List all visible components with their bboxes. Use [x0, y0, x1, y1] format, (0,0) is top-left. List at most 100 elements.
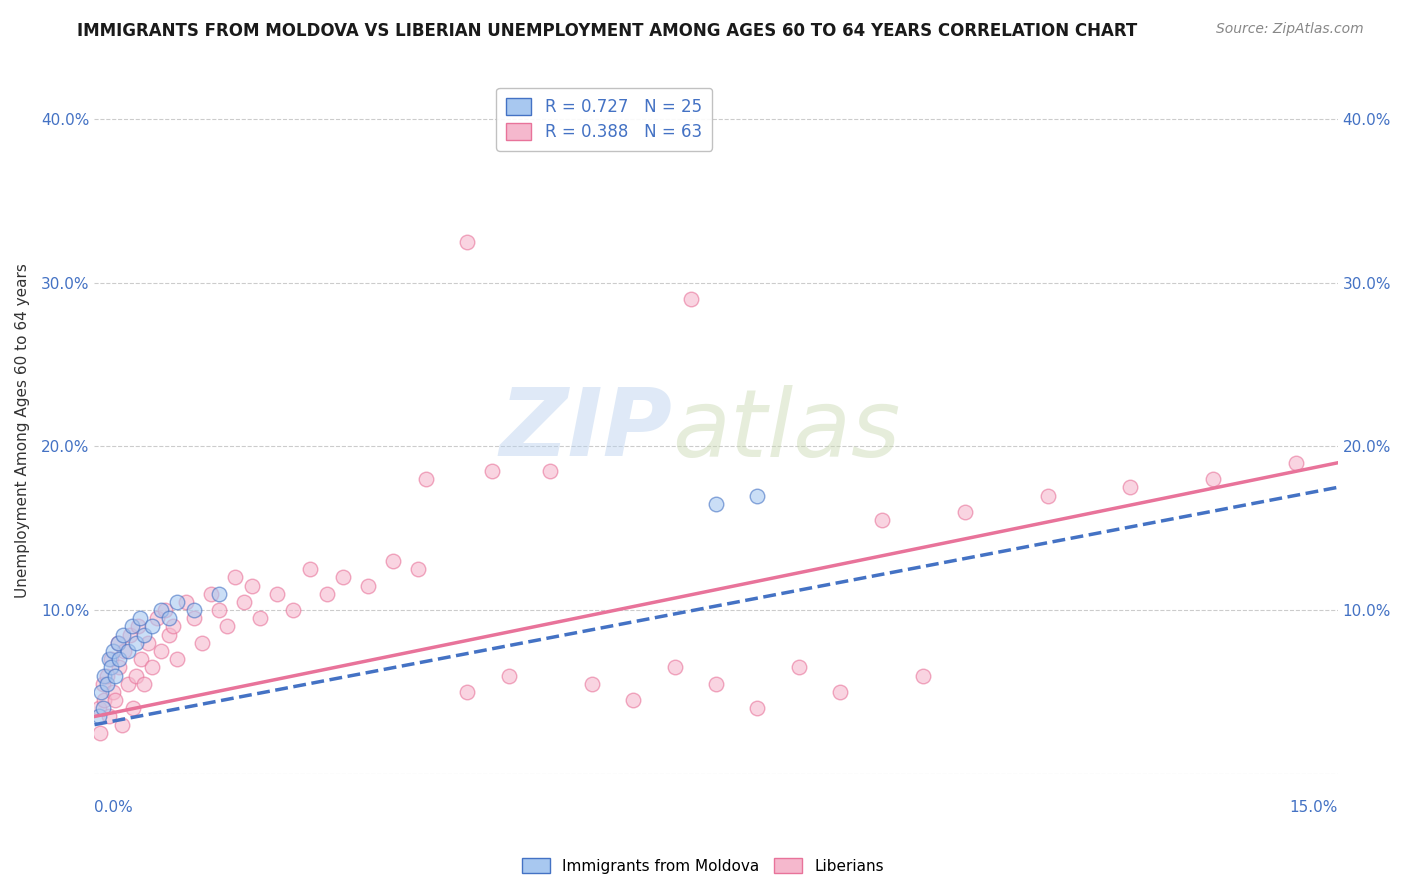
- Point: [381, 554, 404, 568]
- Point: [208, 603, 231, 617]
- Point: [153, 603, 176, 617]
- Point: [108, 660, 131, 674]
- Point: [456, 235, 478, 249]
- Point: [162, 619, 184, 633]
- Point: [174, 595, 197, 609]
- Point: [129, 611, 152, 625]
- Point: [200, 587, 222, 601]
- Point: [166, 595, 188, 609]
- Point: [107, 636, 129, 650]
- Text: atlas: atlas: [672, 384, 901, 475]
- Point: [149, 644, 172, 658]
- Point: [1202, 472, 1225, 486]
- Point: [183, 611, 205, 625]
- Point: [101, 685, 124, 699]
- Point: [96, 668, 118, 682]
- Point: [1119, 480, 1142, 494]
- Point: [112, 644, 135, 658]
- Point: [747, 489, 769, 503]
- Point: [117, 644, 139, 658]
- Point: [149, 603, 172, 617]
- Point: [581, 677, 603, 691]
- Point: [232, 595, 254, 609]
- Point: [283, 603, 305, 617]
- Point: [141, 660, 163, 674]
- Point: [134, 628, 156, 642]
- Point: [91, 677, 114, 691]
- Legend: Immigrants from Moldova, Liberians: Immigrants from Moldova, Liberians: [516, 852, 890, 880]
- Point: [456, 685, 478, 699]
- Point: [191, 636, 214, 650]
- Point: [134, 677, 156, 691]
- Point: [141, 619, 163, 633]
- Text: 15.0%: 15.0%: [1289, 799, 1337, 814]
- Point: [93, 693, 115, 707]
- Point: [912, 668, 935, 682]
- Text: 0.0%: 0.0%: [94, 799, 134, 814]
- Point: [145, 611, 167, 625]
- Point: [298, 562, 321, 576]
- Point: [157, 611, 180, 625]
- Point: [138, 636, 160, 650]
- Point: [157, 628, 180, 642]
- Point: [127, 619, 149, 633]
- Point: [183, 603, 205, 617]
- Point: [104, 668, 127, 682]
- Point: [830, 685, 852, 699]
- Point: [1036, 489, 1059, 503]
- Point: [704, 677, 727, 691]
- Point: [481, 464, 503, 478]
- Legend: R = 0.727   N = 25, R = 0.388   N = 63: R = 0.727 N = 25, R = 0.388 N = 63: [496, 87, 711, 151]
- Point: [87, 709, 110, 723]
- Point: [953, 505, 976, 519]
- Point: [121, 619, 143, 633]
- Point: [266, 587, 288, 601]
- Point: [111, 717, 134, 731]
- Point: [664, 660, 686, 674]
- Point: [117, 677, 139, 691]
- Point: [125, 668, 148, 682]
- Point: [89, 726, 111, 740]
- Point: [121, 701, 143, 715]
- Point: [704, 497, 727, 511]
- Point: [621, 693, 644, 707]
- Text: Source: ZipAtlas.com: Source: ZipAtlas.com: [1216, 22, 1364, 37]
- Point: [112, 628, 135, 642]
- Point: [315, 587, 337, 601]
- Point: [90, 685, 112, 699]
- Point: [681, 292, 703, 306]
- Point: [104, 693, 127, 707]
- Point: [240, 578, 263, 592]
- Point: [98, 652, 121, 666]
- Point: [1285, 456, 1308, 470]
- Point: [332, 570, 354, 584]
- Point: [87, 701, 110, 715]
- Point: [747, 701, 769, 715]
- Point: [101, 644, 124, 658]
- Point: [120, 628, 142, 642]
- Point: [100, 660, 122, 674]
- Point: [166, 652, 188, 666]
- Point: [357, 578, 380, 592]
- Point: [787, 660, 810, 674]
- Point: [125, 636, 148, 650]
- Point: [208, 587, 231, 601]
- Point: [98, 709, 121, 723]
- Y-axis label: Unemployment Among Ages 60 to 64 years: Unemployment Among Ages 60 to 64 years: [15, 262, 30, 598]
- Point: [538, 464, 561, 478]
- Point: [100, 652, 122, 666]
- Point: [108, 652, 131, 666]
- Point: [406, 562, 429, 576]
- Point: [91, 701, 114, 715]
- Point: [498, 668, 520, 682]
- Text: ZIP: ZIP: [499, 384, 672, 476]
- Point: [129, 652, 152, 666]
- Point: [217, 619, 239, 633]
- Point: [93, 668, 115, 682]
- Text: IMMIGRANTS FROM MOLDOVA VS LIBERIAN UNEMPLOYMENT AMONG AGES 60 TO 64 YEARS CORRE: IMMIGRANTS FROM MOLDOVA VS LIBERIAN UNEM…: [77, 22, 1137, 40]
- Point: [249, 611, 271, 625]
- Point: [224, 570, 246, 584]
- Point: [107, 636, 129, 650]
- Point: [415, 472, 437, 486]
- Point: [870, 513, 893, 527]
